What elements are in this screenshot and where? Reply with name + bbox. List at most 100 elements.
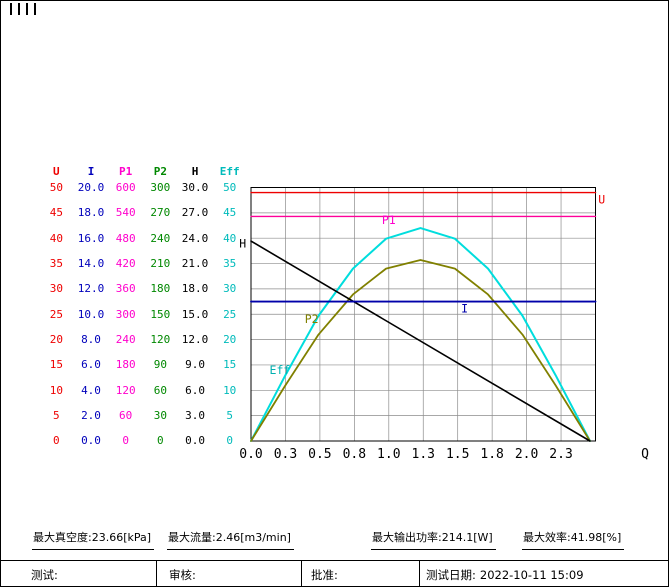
curve-Eff [250,227,591,442]
scale-cell-H: 24.0 [181,231,209,245]
scale-cell-Eff: 25 [223,307,237,321]
scale-cell-P2: 180 [150,282,171,296]
scale-cell-U: 5 [53,409,60,423]
scale-cell-H: 15.0 [181,307,209,321]
curve-P2 [250,259,591,442]
footer-divider [1,560,668,561]
scale-cell-U: 35 [49,257,63,270]
scale-cell-P1: 60 [119,409,133,423]
scale-cell-I: 6.0 [81,358,101,372]
scale-cell-P2: 0 [157,434,164,448]
max-flow-stat: 最大流量:2.46[m3/min] [167,528,294,550]
scale-cell-P2: 60 [153,383,167,397]
x-tick-label: 0.0 [239,447,262,462]
scale-cell-P1: 600 [115,180,136,194]
x-tick-label: 1.8 [480,447,503,462]
scale-cell-P2: 210 [150,257,171,270]
scale-cell-I: 16.0 [77,231,105,245]
max-vacuum-label: 最大真空度: [33,531,92,544]
scale-cell-P2: 120 [150,333,171,347]
scale-cell-P2: 240 [150,231,171,245]
scale-cell-H: 30.0 [181,180,209,194]
scale-cell-P2: 300 [150,180,171,194]
scale-cell-I: 0.0 [81,434,101,448]
max-flow-value: 2.46[m3/min] [215,531,291,544]
x-tick-label: 1.3 [412,447,435,462]
x-tick-label: 0.3 [274,447,297,462]
scale-column-header-P1: P1 [119,165,133,178]
scale-cell-I: 2.0 [81,409,101,423]
scale-cell-Eff: 50 [223,180,237,194]
scale-table-row: 0 0.0 0 0 0.0 0 [39,428,247,453]
x-tick-label: 0.8 [343,447,366,462]
binding-tick [10,3,12,15]
footer-cell-divider [419,560,420,586]
scale-cell-H: 6.0 [185,383,205,397]
scale-cell-P2: 90 [153,358,167,372]
scale-cell-U: 45 [49,206,63,220]
scale-column-header-Eff: Eff [219,165,240,178]
scale-cell-H: 3.0 [185,409,205,423]
scale-cell-I: 12.0 [77,282,105,296]
scale-cell-P1: 240 [115,333,136,347]
scale-cell-U: 0 [53,434,60,448]
summary-stats: 最大真空度:23.66[kPa] 最大流量:2.46[m3/min] 最大输出功… [1,528,668,550]
scale-cell-P2: 30 [153,409,167,423]
scale-table-row: 40 16.0 480 240 24.0 40 [39,225,247,250]
scale-table-row: 50 20.0 600 300 30.0 50 [39,175,247,200]
scale-cell-Eff: 20 [223,333,237,347]
scale-cell-H: 12.0 [181,333,209,347]
max-efficiency-stat: 最大效率:41.98[%] [522,528,625,550]
scale-cell-Eff: 15 [223,358,237,372]
scale-cell-P2: 270 [150,206,171,220]
scale-table-row: 45 18.0 540 270 27.0 45 [39,200,247,225]
scale-cell-Eff: 30 [223,282,237,296]
max-efficiency-value: 41.98[%] [570,531,622,544]
scale-table-row: 30 12.0 360 180 18.0 30 [39,276,247,301]
binding-tick [34,3,36,15]
reviewer-label: 审核: [169,568,196,582]
curve-label-Eff: Eff [270,363,291,377]
scale-cell-P1: 300 [115,307,136,321]
scale-cell-Eff: 0 [226,434,233,448]
max-efficiency-label: 最大效率: [523,531,571,544]
curve-label-U: U [598,193,605,207]
scale-cell-U: 10 [49,383,63,397]
binding-marks [10,3,36,15]
scale-cell-P1: 180 [115,358,136,372]
x-tick-label: 2.0 [515,447,538,462]
scale-cell-I: 14.0 [77,257,105,270]
scale-cell-P1: 480 [115,231,136,245]
max-output-power-stat: 最大输出功率:214.1[W] [371,528,496,550]
scale-cell-U: 40 [49,231,63,245]
scale-cell-P1: 360 [115,282,136,296]
scale-cell-Eff: 45 [223,206,237,220]
scale-table-row: 15 6.0 180 90 9.0 15 [39,352,247,377]
curve-H [250,240,591,442]
x-tick-label: 1.5 [446,447,469,462]
scale-column-header-P2: P2 [153,165,167,178]
scale-column-header-H: H [191,165,199,178]
scale-table-row: 5 2.0 60 30 3.0 5 [39,403,247,428]
scale-cell-I: 18.0 [77,206,105,220]
scale-cell-I: 20.0 [77,180,105,194]
scale-column-header-I: I [87,165,95,178]
curve-label-H: H [239,236,246,250]
scale-cell-H: 0.0 [185,434,205,448]
scale-cell-U: 15 [49,358,63,372]
curve-label-P1: P1 [382,213,396,227]
max-output-power-label: 最大输出功率: [372,531,442,544]
scale-cell-Eff: 5 [226,409,233,423]
scale-cell-H: 9.0 [185,358,205,372]
scale-column-header-U: U [53,165,60,178]
scale-table: 50 20.0 600 300 30.0 50 45 18.0 540 270 27.0 45 40 16… [39,175,247,454]
tester-label: 测试: [31,568,58,582]
plot-border [250,187,596,442]
approver-label: 批准: [311,568,338,582]
test-date-cell: 测试日期: 2022-10-11 15:09 [426,567,588,583]
x-axis-label: Q [641,447,649,462]
scale-cell-P1: 0 [122,434,129,448]
curve-label-P2: P2 [305,312,319,326]
